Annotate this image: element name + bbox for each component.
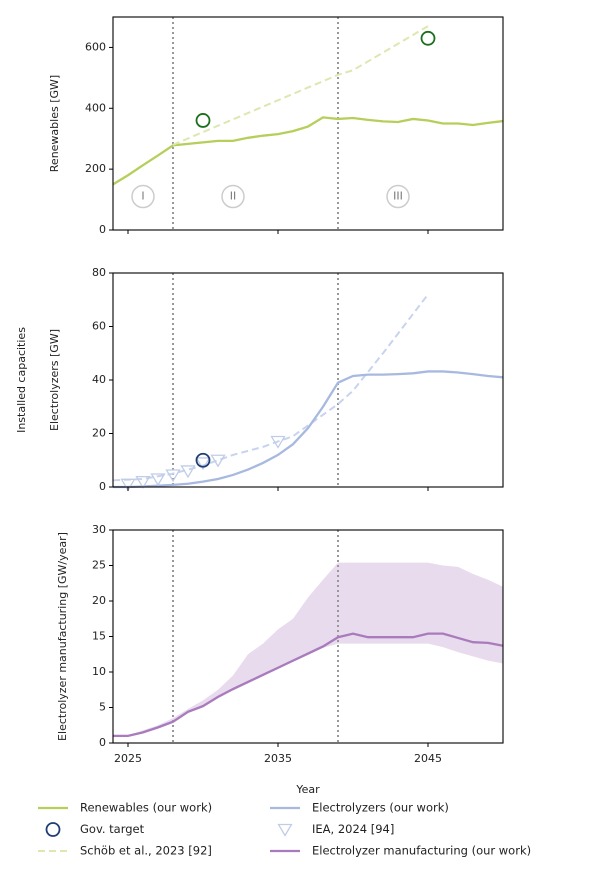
phase-circle bbox=[221, 184, 245, 209]
iea-marker bbox=[195, 457, 211, 471]
phase-circle bbox=[386, 184, 410, 209]
legend-label: Gov. target bbox=[80, 822, 145, 836]
y-tick-label: 200 bbox=[85, 162, 106, 175]
phase-label: III bbox=[393, 190, 403, 203]
y-tick-label: 600 bbox=[85, 40, 106, 53]
legend-label: Electrolyzer manufacturing (our work) bbox=[312, 844, 531, 858]
y-axis-label: Electrolyzer manufacturing [GW/year] bbox=[56, 532, 69, 741]
y-tick-label: 30 bbox=[92, 523, 106, 536]
legend-label: Schöb et al., 2023 [92] bbox=[80, 844, 212, 858]
y-axis-label: Electrolyzers [GW] bbox=[48, 329, 61, 431]
y-tick-label: 0 bbox=[99, 736, 106, 749]
legend-swatch bbox=[45, 822, 61, 837]
series-line bbox=[113, 632, 504, 738]
legend-label: Renewables (our work) bbox=[80, 801, 212, 815]
y-tick-label: 25 bbox=[92, 559, 106, 572]
reference-line bbox=[172, 25, 429, 146]
y-tick-label: 60 bbox=[92, 320, 106, 333]
iea-marker bbox=[150, 473, 166, 487]
phase-label: II bbox=[230, 190, 237, 203]
y-tick-label: 20 bbox=[92, 427, 106, 440]
series-line bbox=[112, 116, 504, 186]
iea-marker bbox=[210, 454, 226, 468]
iea-marker bbox=[270, 435, 286, 449]
target-marker bbox=[195, 113, 211, 128]
target-marker bbox=[195, 452, 211, 468]
plot-frame bbox=[112, 272, 504, 488]
y-tick-label: 40 bbox=[92, 373, 106, 386]
phase-circle bbox=[131, 184, 155, 209]
iea-marker bbox=[165, 469, 181, 483]
series-line bbox=[113, 370, 504, 489]
legend-label: Electrolyzers (our work) bbox=[312, 801, 449, 815]
target-marker bbox=[420, 30, 436, 46]
y-tick-label: 15 bbox=[92, 630, 106, 643]
y-axis-group-label: Installed capacities bbox=[15, 327, 28, 433]
x-axis-label: Year bbox=[295, 783, 320, 796]
y-tick-label: 0 bbox=[99, 480, 106, 493]
phase-label: I bbox=[141, 190, 144, 203]
legend-swatch bbox=[277, 823, 293, 837]
x-tick-label: 2045 bbox=[414, 752, 442, 765]
y-tick-label: 400 bbox=[85, 101, 106, 114]
y-tick-label: 80 bbox=[92, 266, 106, 279]
iea-marker bbox=[135, 476, 151, 489]
legend-label: IEA, 2024 [94] bbox=[312, 822, 394, 836]
y-axis-label: Renewables [GW] bbox=[48, 75, 61, 172]
iea-marker bbox=[180, 465, 196, 479]
plot-frame bbox=[112, 16, 504, 231]
x-tick-label: 2025 bbox=[114, 752, 142, 765]
uncertainty-band bbox=[113, 562, 503, 736]
y-tick-label: 20 bbox=[92, 594, 106, 607]
y-tick-label: 5 bbox=[99, 701, 106, 714]
x-tick-label: 2035 bbox=[264, 752, 292, 765]
reference-line bbox=[112, 293, 429, 482]
iea-marker bbox=[120, 478, 136, 492]
y-tick-label: 10 bbox=[92, 665, 106, 678]
y-tick-label: 0 bbox=[99, 223, 106, 236]
